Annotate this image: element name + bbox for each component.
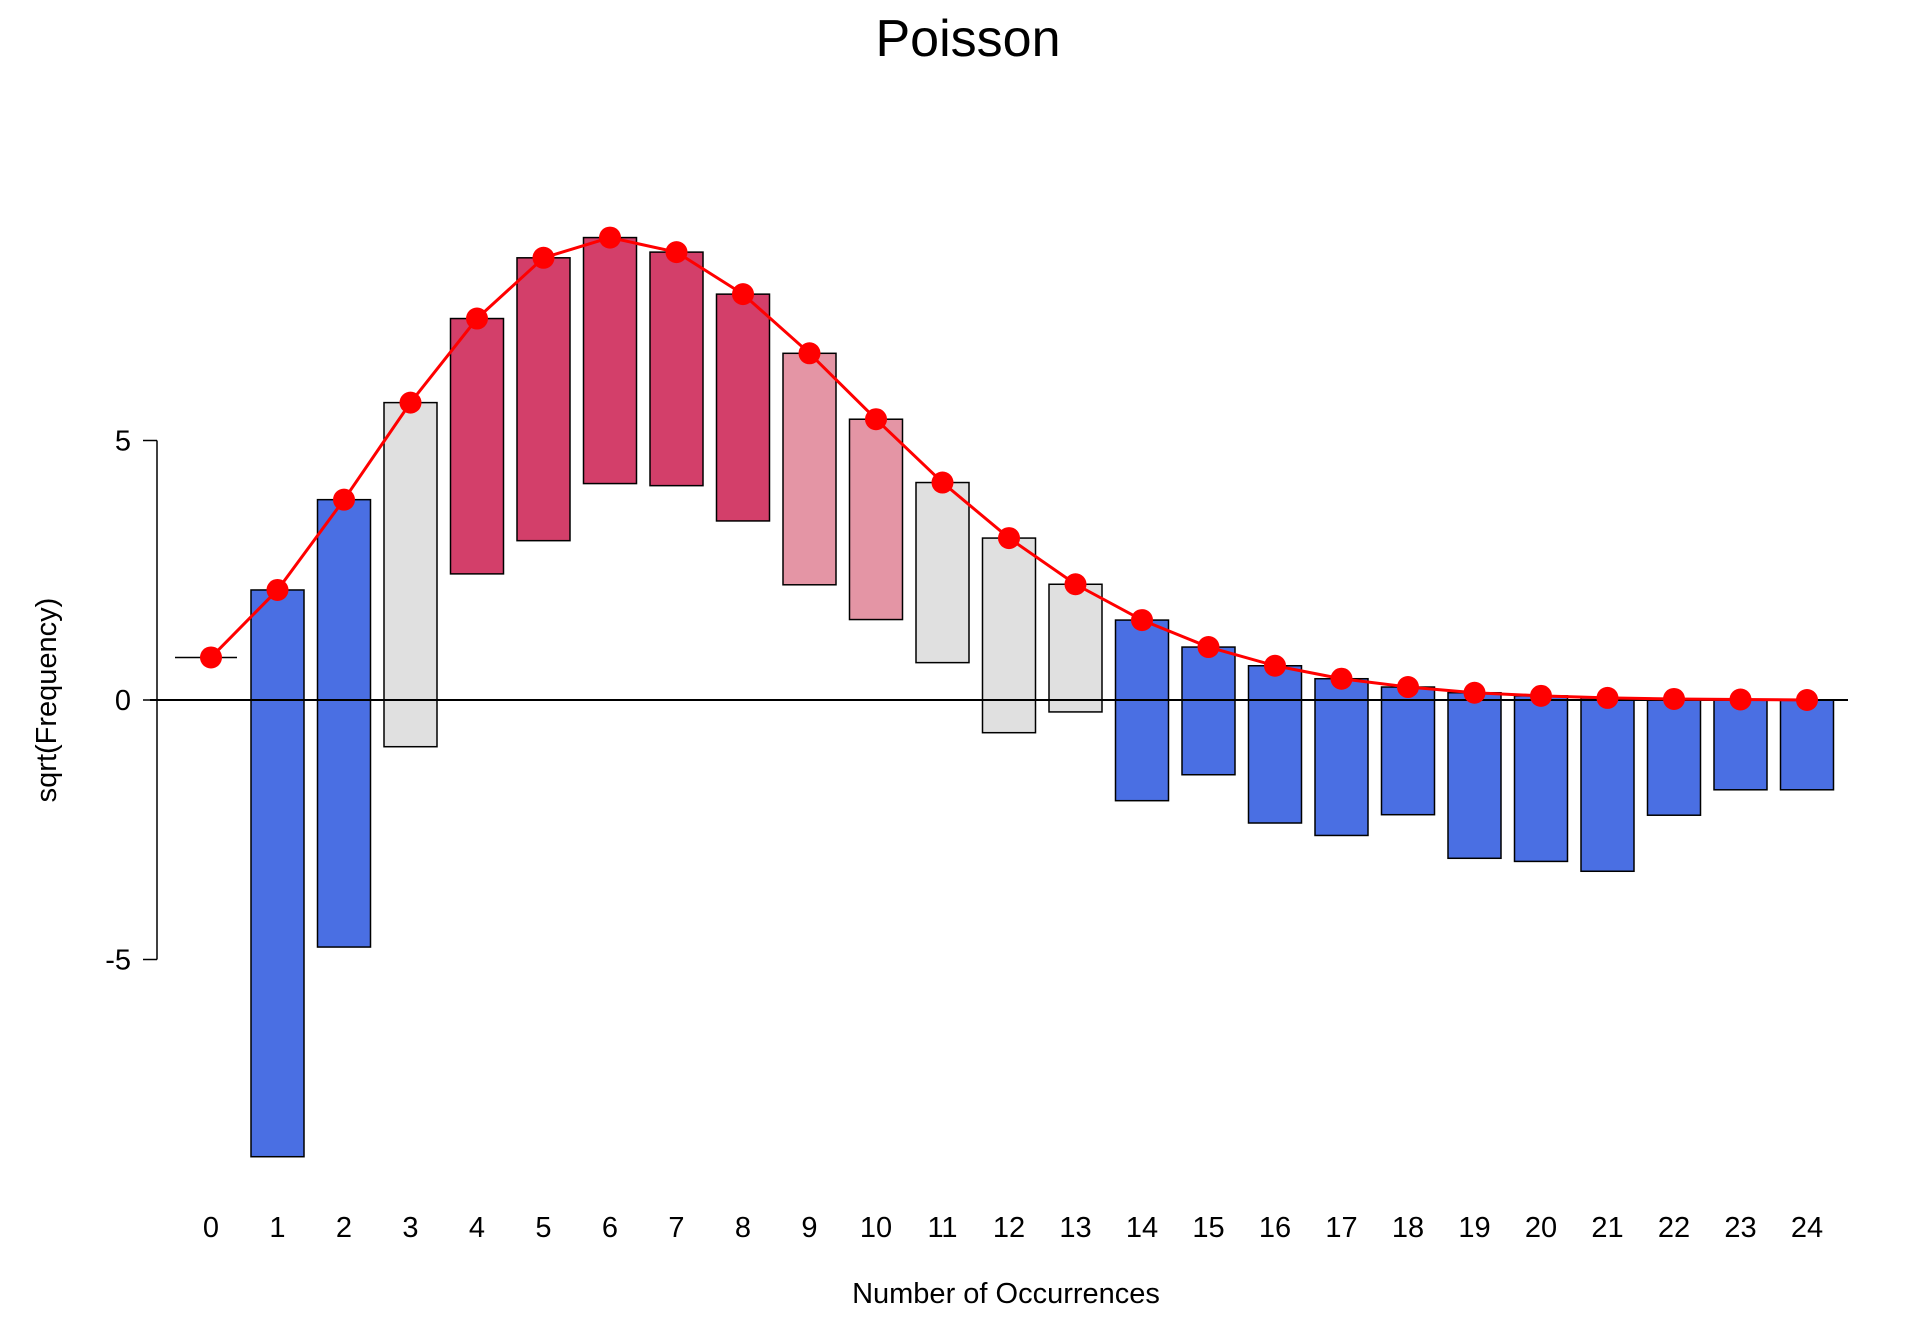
x-tick-label: 2 <box>336 1212 352 1244</box>
bar-24 <box>1779 699 1835 791</box>
x-tick-label: 16 <box>1259 1212 1291 1244</box>
y-tick-label: 5 <box>115 426 131 458</box>
fitted-point-23 <box>1729 688 1752 711</box>
fitted-point-8 <box>732 283 754 306</box>
bar-9 <box>782 352 837 586</box>
bar-11 <box>915 481 970 664</box>
x-tick-label: 7 <box>668 1212 684 1244</box>
bars-group <box>175 236 1835 1158</box>
x-tick-label: 19 <box>1458 1212 1490 1244</box>
fitted-point-17 <box>1330 667 1353 690</box>
x-tick-label: 14 <box>1126 1212 1158 1244</box>
fitted-point-13 <box>1064 573 1087 596</box>
x-tick-label: 9 <box>801 1212 817 1244</box>
fitted-point-22 <box>1663 687 1685 710</box>
fitted-point-3 <box>399 391 422 414</box>
fitted-point-6 <box>599 226 621 249</box>
bar-3 <box>383 401 438 748</box>
fitted-point-14 <box>1131 609 1153 632</box>
fitted-point-18 <box>1397 676 1419 699</box>
bar-12 <box>981 537 1037 734</box>
x-tick-label: 22 <box>1658 1212 1690 1244</box>
bar-10 <box>848 418 904 621</box>
x-tick-label: 3 <box>402 1212 418 1244</box>
fitted-point-19 <box>1463 681 1486 704</box>
bar-6 <box>582 236 638 485</box>
x-tick-label: 21 <box>1591 1212 1623 1244</box>
x-tick-label: 23 <box>1724 1212 1756 1244</box>
x-tick-label: 1 <box>269 1212 285 1244</box>
y-axis-label: sqrt(Frequency) <box>31 598 63 803</box>
fitted-point-0 <box>200 646 222 669</box>
x-tick-label: 20 <box>1525 1212 1557 1244</box>
x-tick-label: 17 <box>1325 1212 1357 1244</box>
bar-14 <box>1114 619 1170 802</box>
bar-20 <box>1513 695 1569 863</box>
bar-8 <box>715 293 771 522</box>
fitted-point-1 <box>266 578 289 601</box>
fitted-point-11 <box>931 471 954 494</box>
bar-13 <box>1048 583 1103 713</box>
x-tick-label: 13 <box>1059 1212 1091 1244</box>
fitted-point-7 <box>665 241 688 264</box>
fitted-point-24 <box>1796 689 1818 711</box>
x-tick-label: 10 <box>860 1212 892 1244</box>
fitted-point-10 <box>865 408 887 431</box>
bar-1 <box>250 589 305 1158</box>
x-tick-label: 8 <box>735 1212 751 1244</box>
x-tick-label: 12 <box>993 1212 1025 1244</box>
bar-15 <box>1181 646 1236 776</box>
x-tick-label: 4 <box>469 1212 485 1244</box>
bar-7 <box>649 251 704 487</box>
bar-5 <box>516 257 571 542</box>
bar-21 <box>1580 697 1635 873</box>
y-axis: -5 0 5 <box>105 426 158 977</box>
bar-22 <box>1646 698 1702 816</box>
fitted-point-12 <box>998 527 1020 550</box>
y-tick-label: -5 <box>105 945 131 977</box>
fitted-point-2 <box>333 488 355 511</box>
bar-17 <box>1314 677 1369 837</box>
bar-4 <box>449 317 505 575</box>
x-tick-label: 11 <box>927 1212 957 1244</box>
fitted-point-9 <box>798 342 821 365</box>
bar-18 <box>1380 686 1436 816</box>
x-axis-label: Number of Occurrences <box>852 1278 1160 1310</box>
y-tick-label: 0 <box>115 685 131 717</box>
fitted-line-group <box>200 226 1818 711</box>
x-tick-label: 24 <box>1791 1212 1823 1244</box>
bar-23 <box>1713 698 1768 791</box>
bar-19 <box>1447 691 1502 860</box>
x-tick-label: 18 <box>1392 1212 1424 1244</box>
fitted-point-5 <box>532 246 555 269</box>
x-tick-label: 5 <box>535 1212 551 1244</box>
bar-16 <box>1247 664 1303 824</box>
fitted-point-15 <box>1197 636 1220 659</box>
x-tick-label: 0 <box>203 1212 219 1244</box>
fitted-point-20 <box>1530 684 1552 707</box>
fitted-point-4 <box>466 307 488 330</box>
fitted-point-21 <box>1596 686 1619 709</box>
chart-title: Poisson <box>876 10 1061 68</box>
x-tick-label: 15 <box>1192 1212 1224 1244</box>
fitted-point-16 <box>1264 654 1286 677</box>
bar-2 <box>316 498 372 948</box>
x-tick-label: 6 <box>602 1212 618 1244</box>
x-tick-labels: 0 1 2 3 4 5 6 7 8 9 10 11 12 13 14 15 16 17 18 19 20 21 22 23 24 <box>203 1212 1823 1244</box>
